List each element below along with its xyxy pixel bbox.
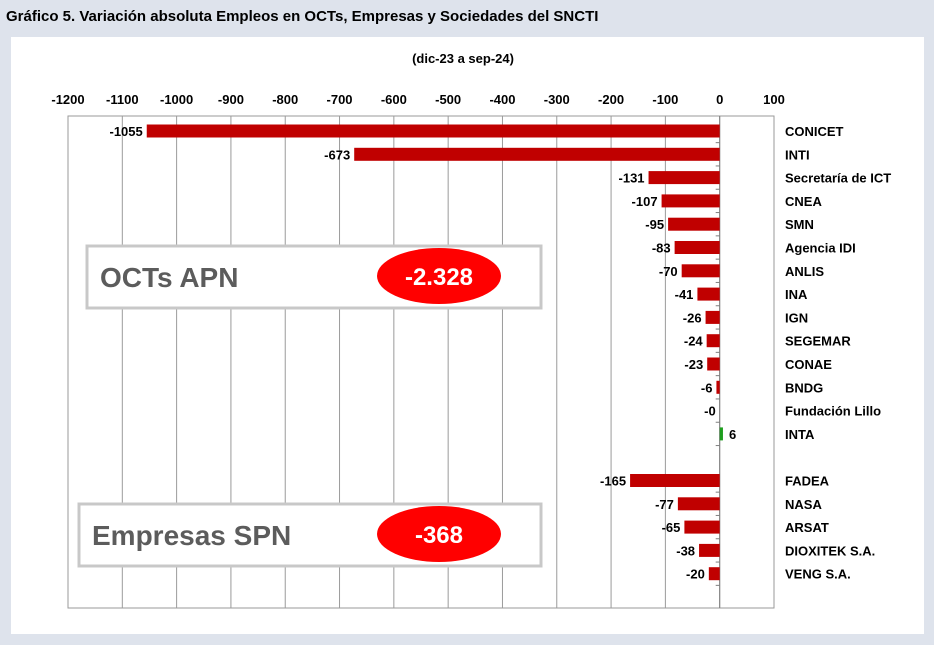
bar-value-label: -1055 — [109, 124, 142, 139]
bar-value-label: 6 — [729, 427, 736, 442]
bar-value-label: -77 — [655, 497, 674, 512]
bar — [716, 380, 720, 394]
bar — [705, 310, 720, 324]
x-tick-label: -1100 — [106, 92, 139, 107]
axis-layer: (dic-23 a sep-24) -1200 -1100 -1000 -900 -80… — [51, 51, 891, 582]
bar — [681, 264, 720, 278]
bar-value-label: -83 — [652, 241, 671, 256]
x-tick-label: -300 — [544, 92, 570, 107]
category-label: INTI — [785, 147, 810, 162]
chart-subtitle: (dic-23 a sep-24) — [412, 51, 514, 66]
bar — [699, 543, 720, 557]
bar — [354, 147, 720, 161]
x-tick-label: -600 — [381, 92, 407, 107]
bar — [697, 287, 720, 301]
category-label: FADEA — [785, 474, 830, 489]
bar — [684, 520, 720, 534]
bar-layer: -1055 -673 -131 -107 -95 -83 -70 -41 -26 -24 -23 -6… — [109, 124, 736, 582]
bar — [707, 357, 720, 371]
category-label: BNDG — [785, 380, 823, 395]
box-empresas-spn-label: Empresas SPN — [92, 520, 291, 551]
category-label: INTA — [785, 427, 815, 442]
total-oval-octs-apn — [377, 248, 501, 304]
x-tick-label: -1000 — [160, 92, 193, 107]
category-label: Secretaría de ICT — [785, 171, 891, 186]
category-label: CNEA — [785, 194, 822, 209]
summary-boxes: OCTs APN -2.328 Empresas SPN -368 — [77, 244, 543, 568]
x-tick-label: -800 — [272, 92, 298, 107]
bar-value-label: -20 — [686, 567, 705, 582]
bar-value-label: -70 — [659, 264, 678, 279]
bar-value-label: -107 — [632, 194, 658, 209]
x-tick-label: 100 — [763, 92, 785, 107]
bar-value-label: -131 — [619, 171, 645, 186]
category-label: CONAE — [785, 357, 832, 372]
bar — [661, 194, 720, 208]
bar — [706, 334, 720, 348]
category-label: IGN — [785, 310, 808, 325]
bar — [674, 241, 720, 254]
category-label: NASA — [785, 497, 822, 512]
bar-value-label: -24 — [684, 334, 704, 349]
bar — [719, 427, 723, 441]
bar — [146, 124, 720, 138]
category-label: DIOXITEK S.A. — [785, 543, 875, 558]
x-tick-label: -100 — [652, 92, 678, 107]
category-label: CONICET — [785, 124, 844, 139]
bar-value-label: -41 — [675, 287, 694, 302]
bar — [708, 567, 720, 581]
total-empresas-spn: -368 — [415, 522, 463, 549]
bar-value-label: -95 — [645, 217, 664, 232]
bar-value-label: -38 — [676, 543, 695, 558]
category-label: SEGEMAR — [785, 334, 851, 349]
chart-header: Gráfico 5. Variación absoluta Empleos en… — [0, 0, 934, 34]
category-label: Agencia IDI — [785, 241, 856, 256]
x-tick-label: -200 — [598, 92, 624, 107]
box-octs-apn-label: OCTs APN — [100, 262, 238, 293]
chart-title: Gráfico 5. Variación absoluta Empleos en… — [6, 8, 599, 25]
plot-frame — [67, 115, 775, 609]
bar-value-label: -0 — [704, 404, 716, 419]
bar-value-label: -673 — [324, 147, 350, 162]
bar — [677, 497, 720, 511]
category-label: Fundación Lillo — [785, 404, 881, 419]
x-tick-label: -500 — [435, 92, 461, 107]
category-label: INA — [785, 287, 808, 302]
bar — [630, 474, 720, 487]
bar — [648, 171, 720, 185]
x-tick-label: -1200 — [51, 92, 84, 107]
bar-value-label: -23 — [684, 357, 703, 372]
category-label: VENG S.A. — [785, 567, 851, 582]
bar-value-label: -165 — [600, 474, 626, 489]
category-label: ARSAT — [785, 520, 829, 535]
bar-value-label: -6 — [701, 380, 713, 395]
total-oval-empresas-spn — [377, 506, 501, 562]
bar-value-label: -65 — [662, 520, 681, 535]
x-tick-label: -700 — [327, 92, 353, 107]
bar — [668, 217, 720, 231]
x-tick-label: -400 — [489, 92, 515, 107]
category-label: SMN — [785, 217, 814, 232]
x-tick-label: -900 — [218, 92, 244, 107]
category-label: ANLIS — [785, 264, 824, 279]
x-tick-label: 0 — [716, 92, 723, 107]
total-octs-apn: -2.328 — [405, 264, 473, 291]
bar-value-label: -26 — [683, 310, 702, 325]
